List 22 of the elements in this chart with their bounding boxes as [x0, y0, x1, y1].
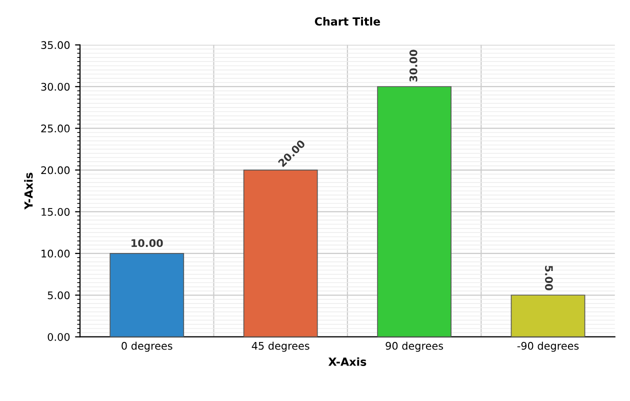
data-label: 30.00: [409, 50, 418, 82]
bar: [377, 86, 452, 337]
y-axis-title: Y-Axis: [24, 172, 33, 210]
data-label: 10.00: [132, 239, 163, 248]
bar: [243, 170, 318, 337]
y-tick-label: 5.00: [48, 291, 70, 300]
y-tick-label: 0.00: [48, 333, 70, 341]
y-tick-label: 30.00: [41, 82, 70, 91]
x-tick-label: 45 degrees: [252, 342, 310, 352]
data-label: 5.00: [545, 266, 553, 290]
bar: [110, 253, 184, 337]
x-axis-title: X-Axis: [328, 357, 366, 366]
x-tick-label: -90 degrees: [517, 342, 579, 352]
x-tick-label: 0 degrees: [122, 342, 172, 352]
x-tick-label: 90 degrees: [386, 342, 444, 352]
y-tick-label: 10.00: [42, 250, 70, 258]
y-tick-label: 15.00: [42, 208, 70, 216]
y-tick-label: 35.00: [41, 41, 70, 50]
chart-title: Chart Title: [314, 17, 380, 26]
y-tick-label: 25.00: [41, 124, 70, 132]
y-tick-label: 20.00: [41, 166, 70, 174]
bar: [510, 294, 586, 337]
